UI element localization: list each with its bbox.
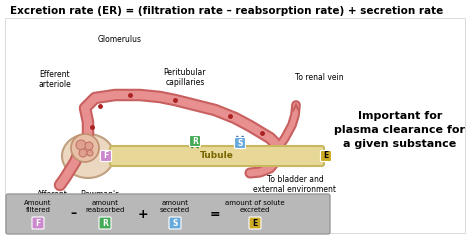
Ellipse shape	[62, 134, 114, 178]
FancyBboxPatch shape	[235, 137, 246, 149]
Text: R: R	[102, 219, 108, 228]
Text: Glomerulus: Glomerulus	[98, 35, 142, 44]
Text: –: –	[70, 208, 76, 220]
Circle shape	[71, 134, 99, 162]
Text: Efferent
arteriole: Efferent arteriole	[38, 70, 72, 89]
FancyBboxPatch shape	[190, 136, 201, 146]
Text: To bladder and
external environment: To bladder and external environment	[254, 175, 337, 194]
FancyBboxPatch shape	[100, 150, 111, 161]
Text: S: S	[237, 138, 243, 147]
Text: Peritubular
capillaries: Peritubular capillaries	[164, 68, 206, 87]
Text: amount
secreted: amount secreted	[160, 200, 190, 213]
FancyBboxPatch shape	[99, 217, 111, 229]
Text: F: F	[103, 151, 109, 160]
Text: E: E	[323, 151, 328, 160]
FancyBboxPatch shape	[169, 217, 181, 229]
FancyBboxPatch shape	[5, 18, 465, 233]
FancyBboxPatch shape	[110, 146, 324, 166]
Text: Excretion rate (ER) = (filtration rate – reabsorption rate) + secretion rate: Excretion rate (ER) = (filtration rate –…	[10, 6, 443, 16]
Text: =: =	[210, 208, 220, 220]
Text: amount of solute
excreted: amount of solute excreted	[225, 200, 285, 213]
FancyBboxPatch shape	[32, 217, 44, 229]
Circle shape	[79, 149, 87, 157]
Text: F: F	[36, 219, 41, 228]
FancyBboxPatch shape	[320, 150, 331, 161]
Circle shape	[87, 150, 93, 156]
Text: S: S	[173, 219, 178, 228]
Text: E: E	[252, 219, 258, 228]
Text: amount
reabsorbed: amount reabsorbed	[85, 200, 125, 213]
FancyBboxPatch shape	[249, 217, 261, 229]
Text: Bowman's
capsule: Bowman's capsule	[81, 190, 119, 210]
Text: Amount
filtered: Amount filtered	[24, 200, 52, 213]
Text: +: +	[137, 208, 148, 220]
Circle shape	[76, 140, 86, 150]
Text: Tubule: Tubule	[200, 151, 234, 160]
Text: To renal vein: To renal vein	[295, 73, 344, 82]
Circle shape	[85, 142, 93, 150]
Text: R: R	[192, 137, 198, 146]
FancyBboxPatch shape	[6, 194, 330, 234]
Text: Important for
plasma clearance for
a given substance: Important for plasma clearance for a giv…	[335, 111, 465, 149]
Text: Afferent
arteriole: Afferent arteriole	[36, 190, 68, 210]
